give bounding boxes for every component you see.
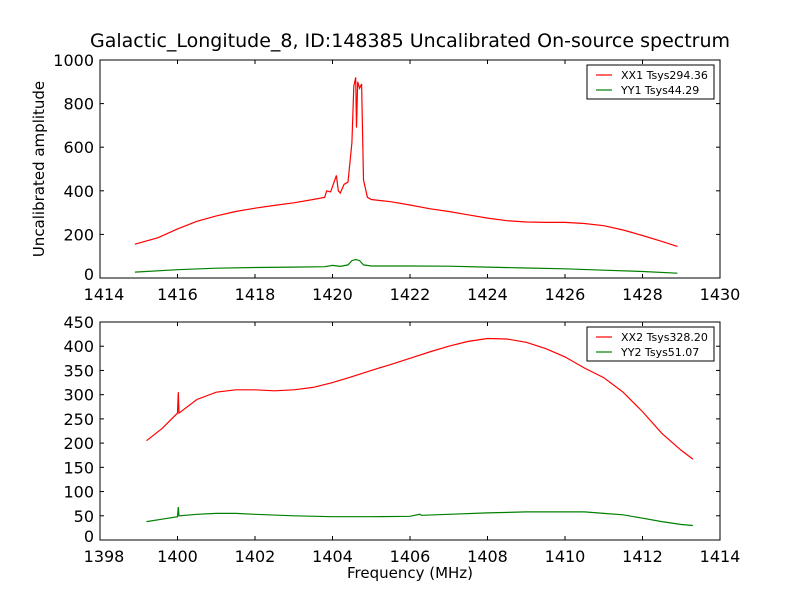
x-tick-label: 1404 bbox=[312, 547, 353, 566]
legend: XX2 Tsys328.20 YY2 Tsys51.07 bbox=[586, 326, 715, 362]
x-tick-label: 1414 bbox=[700, 547, 741, 566]
x-tick-label: 1414 bbox=[84, 285, 125, 304]
series-line-yy1 bbox=[134, 258, 678, 274]
x-tick-label: 1424 bbox=[467, 285, 508, 304]
y-tick-label: 0 bbox=[84, 527, 94, 546]
y-tick-label: 600 bbox=[63, 138, 94, 157]
legend: XX1 Tsys294.36 YY1 Tsys44.29 bbox=[586, 64, 715, 100]
x-tick-label: 1406 bbox=[390, 547, 431, 566]
y-tick-label: 200 bbox=[63, 434, 94, 453]
legend-label: YY1 Tsys44.29 bbox=[620, 84, 699, 97]
legend-box bbox=[586, 326, 715, 362]
y-tick-label: 800 bbox=[63, 95, 94, 114]
y-tick-label: 1000 bbox=[53, 51, 94, 70]
x-tick-label: 1430 bbox=[700, 285, 741, 304]
legend-label: XX1 Tsys294.36 bbox=[621, 69, 708, 82]
x-tick-label: 1428 bbox=[622, 285, 663, 304]
x-tick-label: 1412 bbox=[622, 547, 663, 566]
x-tick-label: 1418 bbox=[235, 285, 276, 304]
x-tick-label: 1426 bbox=[545, 285, 586, 304]
x-tick-label: 1422 bbox=[390, 285, 431, 304]
y-tick-label: 300 bbox=[63, 386, 94, 405]
legend-label: XX2 Tsys328.20 bbox=[621, 331, 708, 344]
x-tick-label: 1410 bbox=[545, 547, 586, 566]
y-tick-label: 50 bbox=[74, 507, 94, 526]
series-line-yy2 bbox=[146, 507, 693, 527]
bottom-plot: 1398 1400 1402 1404 1406 1408 1410 1412 1414 050 1… bbox=[63, 313, 740, 566]
y-tick-label: 450 bbox=[63, 313, 94, 332]
y-axis-label: Uncalibrated amplitude bbox=[30, 81, 48, 257]
y-tick-label: 100 bbox=[63, 483, 94, 502]
y-tick-label: 400 bbox=[63, 182, 94, 201]
x-tick-label: 1400 bbox=[157, 547, 198, 566]
y-tick-label: 400 bbox=[63, 337, 94, 356]
y-tick-label: 200 bbox=[63, 225, 94, 244]
x-tick-label: 1402 bbox=[235, 547, 276, 566]
x-tick-label: 1408 bbox=[467, 547, 508, 566]
y-tick-label: 250 bbox=[63, 410, 94, 429]
legend-box bbox=[586, 64, 715, 100]
x-axis-label: Frequency (MHz) bbox=[347, 564, 473, 582]
chart-title: Galactic_Longitude_8, ID:148385 Uncalibr… bbox=[90, 30, 730, 52]
y-tick-label: 0 bbox=[84, 265, 94, 284]
top-plot: 1414 1416 1418 1420 1422 1424 1426 1428 1430 0 200… bbox=[53, 51, 740, 304]
y-tick-label: 150 bbox=[63, 458, 94, 477]
x-tick-label: 1420 bbox=[312, 285, 353, 304]
series-line-xx2 bbox=[146, 337, 694, 460]
y-tick-label: 350 bbox=[63, 361, 94, 380]
legend-label: YY2 Tsys51.07 bbox=[620, 346, 699, 359]
x-tick-label: 1416 bbox=[157, 285, 198, 304]
series-line-xx1 bbox=[134, 77, 678, 247]
x-tick-label: 1398 bbox=[84, 547, 125, 566]
